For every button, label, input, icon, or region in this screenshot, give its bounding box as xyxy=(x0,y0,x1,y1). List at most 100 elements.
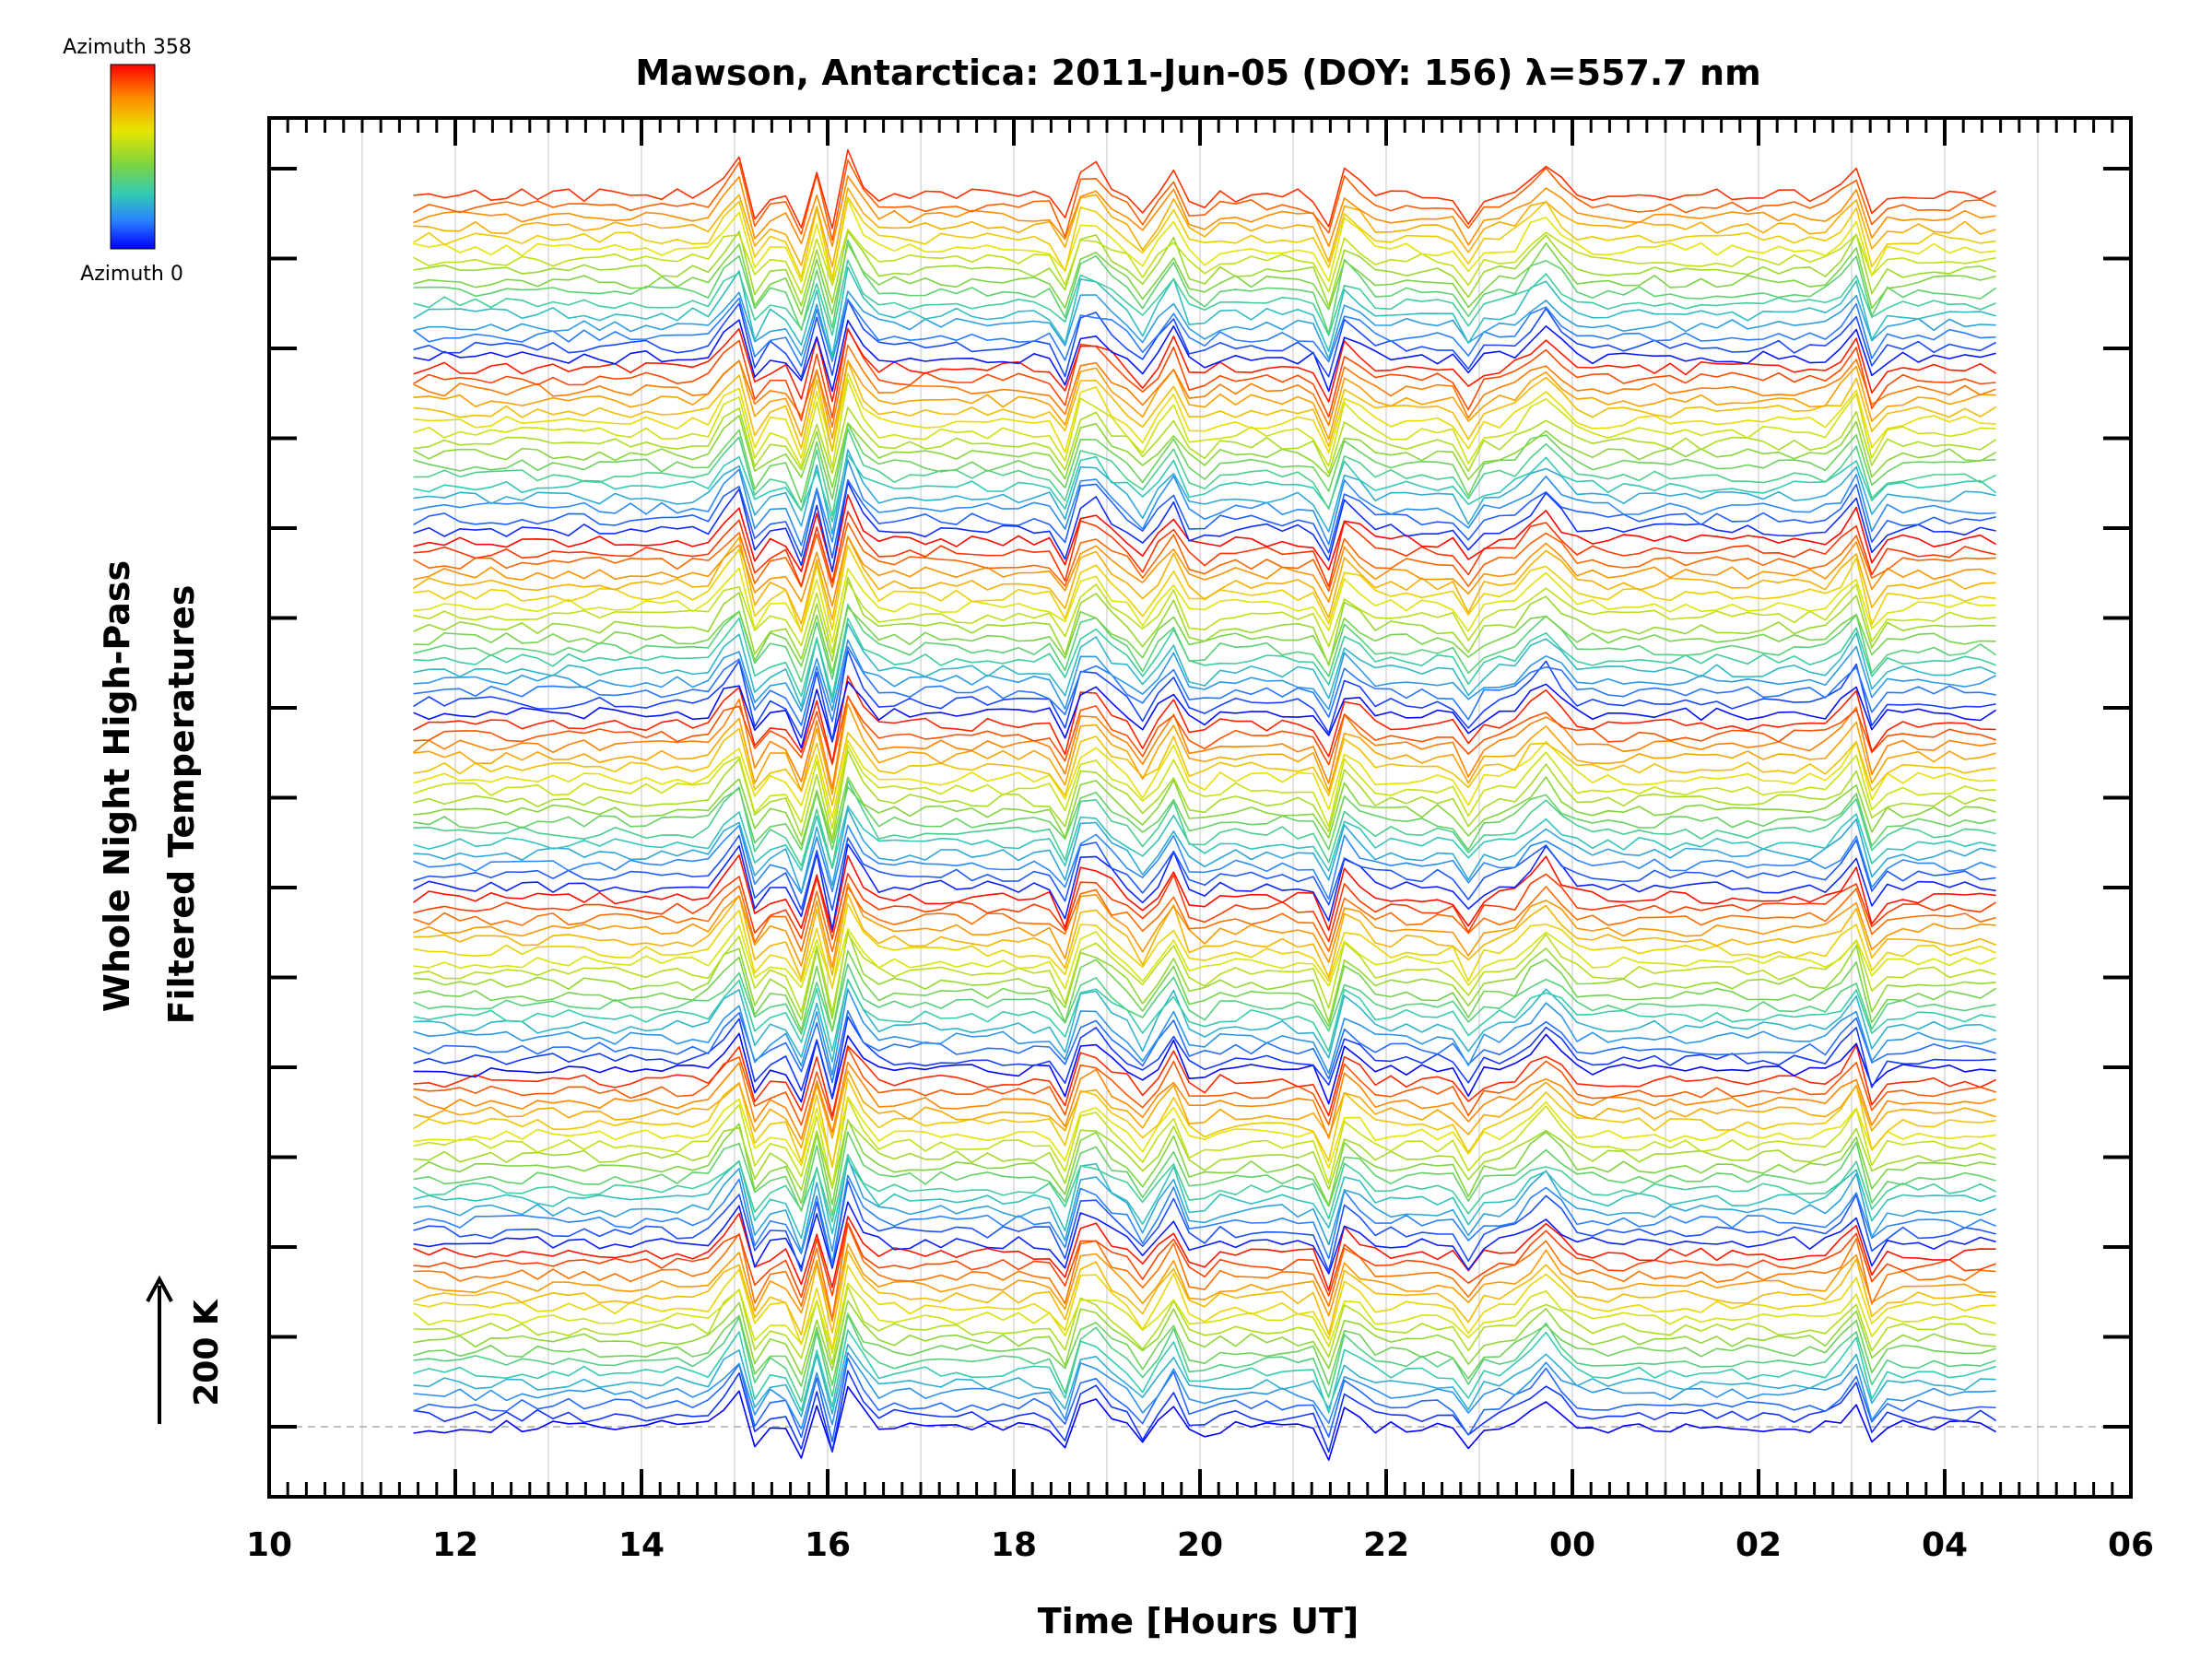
temperature-series-line xyxy=(413,776,1996,846)
temperature-series-line xyxy=(413,1357,1996,1442)
temperature-series-line xyxy=(413,511,1996,588)
x-tick-label: 16 xyxy=(805,1526,851,1564)
temperature-series-line xyxy=(413,924,1996,990)
temperature-series-line xyxy=(413,617,1996,698)
temperature-series-line xyxy=(413,360,1997,453)
temperature-series-line xyxy=(413,481,1996,572)
temperature-series-line xyxy=(413,843,1996,931)
temperature-series-line xyxy=(413,1265,1996,1350)
colorbar-top-label: Azimuth 358 xyxy=(63,36,192,59)
temperature-series-line xyxy=(413,1157,1996,1253)
temperature-series-line xyxy=(413,680,1997,749)
temperature-series-line xyxy=(413,459,1996,547)
scale-arrow-head xyxy=(146,1275,173,1302)
temperature-series-line xyxy=(413,1201,1996,1275)
temperature-series-line xyxy=(413,854,1996,934)
temperature-series-line xyxy=(413,449,1996,535)
temperature-series-line xyxy=(413,327,1997,403)
temperature-series-line xyxy=(413,1119,1996,1206)
temperature-series-line xyxy=(413,1044,1996,1117)
temperature-series-line xyxy=(413,645,1996,726)
temperature-series-line xyxy=(413,453,1997,523)
temperature-series-line xyxy=(413,933,1996,1014)
x-tick-label: 18 xyxy=(991,1526,1037,1564)
temperature-series-line xyxy=(413,576,1996,666)
temperature-series-line xyxy=(413,1312,1996,1387)
temperature-series-line xyxy=(413,297,1996,367)
temperature-series-line xyxy=(413,786,1996,851)
temperature-series-line xyxy=(413,739,1996,819)
temperature-series-line xyxy=(413,1242,1996,1323)
temperature-series-line xyxy=(413,695,1996,789)
temperature-series-line xyxy=(413,1285,1996,1365)
temperature-series-line xyxy=(413,1032,1996,1105)
temperature-series-line xyxy=(413,780,1996,869)
colorbar xyxy=(110,64,156,250)
temperature-series-line xyxy=(413,1313,1996,1403)
temperature-series-line xyxy=(413,423,1996,503)
temperature-series-line xyxy=(413,1343,1996,1418)
temperature-series-line xyxy=(413,622,1996,708)
temperature-series-group xyxy=(413,148,1997,1461)
temperature-series-line xyxy=(413,1010,1996,1084)
x-tick-label: 10 xyxy=(246,1526,292,1564)
temperature-series-line xyxy=(413,824,1996,900)
temperature-series-line xyxy=(413,1174,1996,1265)
temperature-series-line xyxy=(413,727,1996,806)
temperature-series-line xyxy=(413,805,1996,872)
x-tick-label: 06 xyxy=(2108,1526,2154,1564)
temperature-series-line xyxy=(413,675,1996,764)
temperature-series-line xyxy=(413,1250,1996,1335)
x-tick-label: 02 xyxy=(1735,1526,1782,1564)
temperature-series-line xyxy=(413,749,1996,841)
temperature-series-line xyxy=(413,882,1996,969)
temperature-series-line xyxy=(413,266,1996,358)
temperature-series-line xyxy=(413,1385,1996,1461)
temperature-series-line xyxy=(413,696,1996,766)
temperature-series-line xyxy=(413,290,1996,362)
colorbar-bottom-label: Azimuth 0 xyxy=(80,263,183,286)
temperature-series-line xyxy=(413,327,1996,421)
temperature-series-line xyxy=(413,745,1996,830)
x-axis-title: Time [Hours UT] xyxy=(1038,1601,1359,1641)
temperature-series-line xyxy=(413,1222,1996,1299)
temperature-series-line xyxy=(413,1077,1996,1169)
temperature-series-line xyxy=(413,650,1996,742)
temperature-series-line xyxy=(413,535,1996,607)
temperature-series-line xyxy=(413,893,1996,980)
temperature-series-line xyxy=(413,299,1996,379)
temperature-series-line xyxy=(413,1282,1996,1354)
temperature-series-line xyxy=(413,1069,1996,1148)
temperature-series-line xyxy=(413,175,1996,247)
temperature-series-line xyxy=(413,494,1997,572)
temperature-series-line xyxy=(413,319,1996,393)
temperature-series-line xyxy=(413,1329,1996,1414)
temperature-series-line xyxy=(413,406,1997,475)
temperature-series-line xyxy=(413,834,1996,912)
temperature-series-line xyxy=(413,1370,1997,1453)
temperature-series-line xyxy=(413,535,1996,625)
axis-ticks xyxy=(267,118,2133,1497)
temperature-series-line xyxy=(413,479,1996,559)
temperature-series-line xyxy=(413,379,1996,468)
x-tick-labels: 10 12 14 16 18 20 22 00 02 04 06 xyxy=(246,1526,2154,1564)
temperature-series-line xyxy=(413,567,1996,643)
temperature-series-line xyxy=(413,963,1996,1035)
temperature-series-line xyxy=(413,885,1996,953)
temperature-series-line xyxy=(413,148,1996,229)
temperature-series-line xyxy=(413,1180,1996,1273)
temperature-series-line xyxy=(413,1046,1996,1126)
temperature-series-line xyxy=(413,1131,1996,1217)
temperature-series-line xyxy=(413,1223,1996,1320)
temperature-series-line xyxy=(413,903,1996,990)
temperature-series-line xyxy=(413,259,1996,336)
temperature-series-line xyxy=(413,1159,1996,1240)
temperature-series-line xyxy=(413,1153,1996,1223)
temperature-series-line xyxy=(413,979,1996,1053)
x-tick-label: 04 xyxy=(1922,1526,1968,1564)
x-tick-label: 00 xyxy=(1549,1526,1595,1564)
temperature-series-line xyxy=(413,978,1996,1063)
temperature-series-line xyxy=(413,187,1996,268)
temperature-series-line xyxy=(413,522,1996,593)
temperature-series-line xyxy=(413,159,1996,241)
